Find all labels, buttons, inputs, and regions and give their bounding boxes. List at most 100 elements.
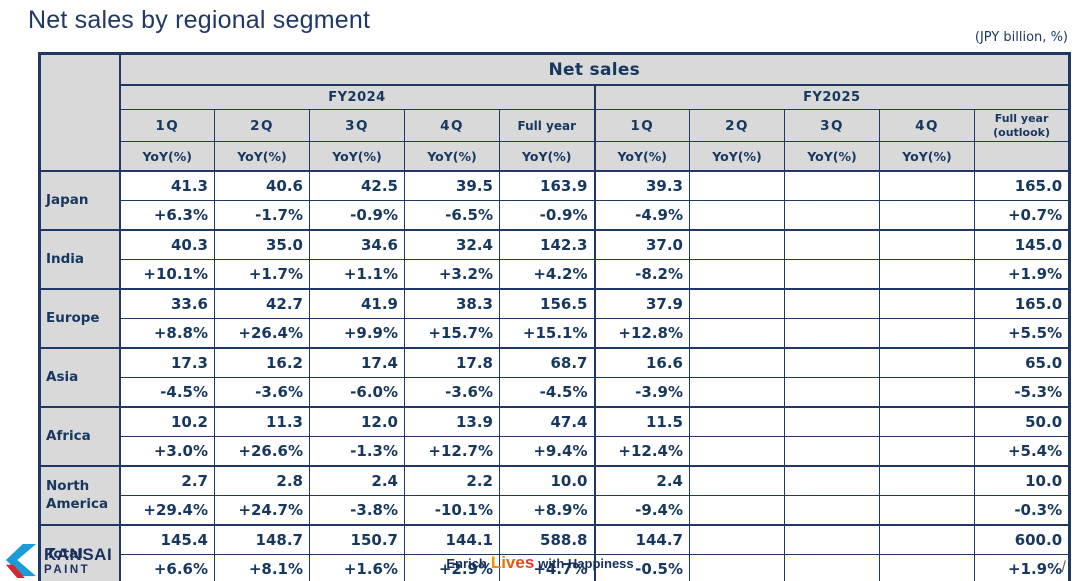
yoy-header: YoY(%)	[214, 141, 310, 172]
yoy-cell	[879, 377, 975, 408]
value-cell: 2.2	[404, 465, 500, 496]
value-cell	[689, 465, 785, 496]
yoy-cell: -0.5%	[593, 554, 690, 581]
value-cell: 2.4	[309, 465, 405, 496]
value-cell: 39.3	[593, 170, 690, 201]
yoy-cell	[784, 259, 880, 290]
region-value-row: India 40.3 35.0 34.6 32.4 142.3 37.0 145.0	[39, 229, 1071, 290]
table-body: Japan 41.3 40.6 42.5 39.5 163.9 39.3 165.0 +6.3%…	[39, 170, 1071, 581]
yoy-cell	[784, 495, 880, 526]
value-cell: 42.5	[309, 170, 405, 201]
value-cell	[784, 524, 880, 555]
yoy-cell	[879, 200, 975, 231]
yoy-cell: +1.1%	[309, 259, 405, 290]
value-cell: 165.0	[973, 288, 1071, 319]
yoy-cell	[689, 318, 785, 349]
fy2025-q2-header: 2Q	[689, 109, 785, 142]
yoy-cell	[879, 495, 975, 526]
yoy-cell: +5.5%	[973, 318, 1071, 349]
quarter-header-row: 1Q 2Q 3Q 4Q Full year 1Q 2Q 3Q 4Q Full y…	[40, 109, 1071, 142]
net-sales-table: Net sales FY2024 FY2025 1Q 2Q 3Q 4Q Full…	[38, 52, 1072, 581]
yoy-cell: -8.2%	[593, 259, 690, 290]
yoy-cell: +24.7%	[214, 495, 310, 526]
fy2025-header: FY2025	[593, 84, 1071, 110]
table-title-row: Net sales	[39, 53, 1071, 172]
fy2024-q4-header: 4Q	[404, 109, 500, 142]
yoy-cell: +3.0%	[118, 436, 215, 467]
yoy-cell: +15.7%	[404, 318, 500, 349]
value-cell: 144.7	[593, 524, 690, 555]
value-cell	[784, 465, 880, 496]
value-cell: 40.3	[118, 229, 215, 260]
value-cell: 16.6	[593, 347, 690, 378]
fiscal-year-row: FY2024 FY2025	[40, 84, 1071, 110]
value-cell: 156.5	[499, 288, 595, 319]
yoy-cell: +1.9%	[973, 259, 1071, 290]
region-yoy-row: +10.1% +1.7% +1.1% +3.2% +4.2% -8.2% +1.9%	[40, 259, 1071, 290]
logo-name: KANSAI	[44, 544, 113, 564]
value-cell: 163.9	[499, 170, 595, 201]
region-label: Asia	[39, 347, 120, 408]
yoy-header-row: YoY(%) YoY(%) YoY(%) YoY(%) YoY(%) YoY(%…	[40, 141, 1071, 172]
value-cell	[879, 465, 975, 496]
region-label: Japan	[39, 170, 120, 231]
value-cell: 2.8	[214, 465, 310, 496]
net-sales-table-wrap: Net sales FY2024 FY2025 1Q 2Q 3Q 4Q Full…	[38, 52, 1072, 581]
value-cell: 34.6	[309, 229, 405, 260]
yoy-cell: +8.1%	[214, 554, 310, 581]
yoy-header: YoY(%)	[309, 141, 405, 172]
table-title: Net sales	[118, 53, 1071, 86]
yoy-cell	[689, 200, 785, 231]
yoy-cell: +1.7%	[214, 259, 310, 290]
value-cell: 11.3	[214, 406, 310, 437]
yoy-cell: +26.6%	[214, 436, 310, 467]
region-label: Total	[39, 524, 120, 581]
yoy-cell: +29.4%	[118, 495, 215, 526]
value-cell: 50.0	[973, 406, 1071, 437]
yoy-cell: +15.1%	[499, 318, 595, 349]
region-yoy-row: +3.0% +26.6% -1.3% +12.7% +9.4% +12.4% +5.4%	[40, 436, 1071, 467]
yoy-cell	[784, 318, 880, 349]
value-cell	[784, 406, 880, 437]
fy2024-header: FY2024	[118, 84, 595, 110]
value-cell: 37.9	[593, 288, 690, 319]
fy2025-q3-header: 3Q	[784, 109, 880, 142]
value-cell	[689, 229, 785, 260]
yoy-cell	[784, 554, 880, 581]
fy2024-q3-header: 3Q	[309, 109, 405, 142]
value-cell: 41.9	[309, 288, 405, 319]
yoy-header: YoY(%)	[593, 141, 690, 172]
fy2025-fullyear-outlook-header: Full year (outlook)	[973, 109, 1071, 142]
value-cell	[689, 347, 785, 378]
fy2025-q4-header: 4Q	[879, 109, 975, 142]
yoy-cell	[689, 436, 785, 467]
value-cell: 13.9	[404, 406, 500, 437]
value-cell: 17.3	[118, 347, 215, 378]
yoy-cell: -5.3%	[973, 377, 1071, 408]
yoy-cell: -4.5%	[118, 377, 215, 408]
yoy-cell	[784, 436, 880, 467]
region-label: North America	[39, 465, 120, 526]
yoy-cell: +8.9%	[499, 495, 595, 526]
yoy-cell: +5.4%	[973, 436, 1071, 467]
region-label: Africa	[39, 406, 120, 467]
value-cell: 144.1	[404, 524, 500, 555]
yoy-header: YoY(%)	[689, 141, 785, 172]
corner-cell	[39, 53, 120, 172]
value-cell: 600.0	[973, 524, 1071, 555]
tagline: Enrich Lives with Happiness	[446, 553, 633, 573]
value-cell: 17.8	[404, 347, 500, 378]
tagline-happiness: with Happiness	[538, 556, 634, 571]
value-cell: 17.4	[309, 347, 405, 378]
region-yoy-row: -4.5% -3.6% -6.0% -3.6% -4.5% -3.9% -5.3%	[40, 377, 1071, 408]
value-cell	[879, 170, 975, 201]
value-cell	[879, 524, 975, 555]
value-cell: 68.7	[499, 347, 595, 378]
value-cell	[879, 288, 975, 319]
value-cell	[689, 524, 785, 555]
kansai-paint-logo: KANSAI PAINT	[4, 544, 112, 578]
yoy-cell	[689, 259, 785, 290]
region-label: Europe	[39, 288, 120, 349]
yoy-cell: +8.8%	[118, 318, 215, 349]
